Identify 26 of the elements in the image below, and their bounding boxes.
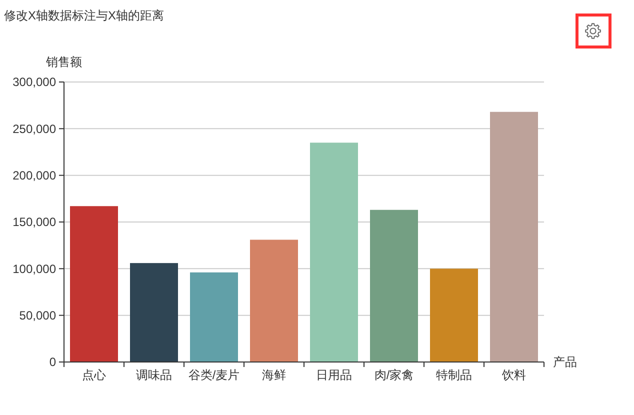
bar [310, 142, 358, 362]
x-tick-label: 调味品 [136, 368, 172, 382]
x-axis-title: 产品 [553, 355, 577, 370]
bar [250, 240, 298, 362]
y-tick-label: 50,000 [19, 308, 56, 323]
y-axis-title: 销售额 [45, 55, 82, 69]
bar [370, 210, 418, 362]
bar [430, 268, 478, 362]
bar [130, 263, 178, 362]
x-tick-label: 点心 [82, 368, 106, 382]
x-tick-label: 日用品 [316, 368, 352, 382]
chart-title: 修改X轴数据标注与X轴的距离 [4, 8, 164, 22]
y-tick-label: 150,000 [12, 215, 56, 230]
x-tick-label: 谷类/麦片 [188, 368, 240, 382]
x-tick-label: 海鲜 [262, 368, 286, 382]
y-tick-label: 0 [49, 355, 56, 370]
bar [70, 206, 118, 362]
y-tick-label: 300,000 [12, 75, 56, 90]
y-tick-label: 200,000 [12, 168, 56, 183]
bar [490, 112, 538, 362]
bar [190, 272, 238, 362]
x-tick-label: 肉/家禽 [374, 368, 414, 382]
x-tick-label: 饮料 [501, 368, 526, 382]
y-tick-label: 250,000 [12, 122, 56, 136]
y-tick-label: 100,000 [12, 262, 56, 276]
x-tick-label: 特制品 [436, 368, 472, 382]
